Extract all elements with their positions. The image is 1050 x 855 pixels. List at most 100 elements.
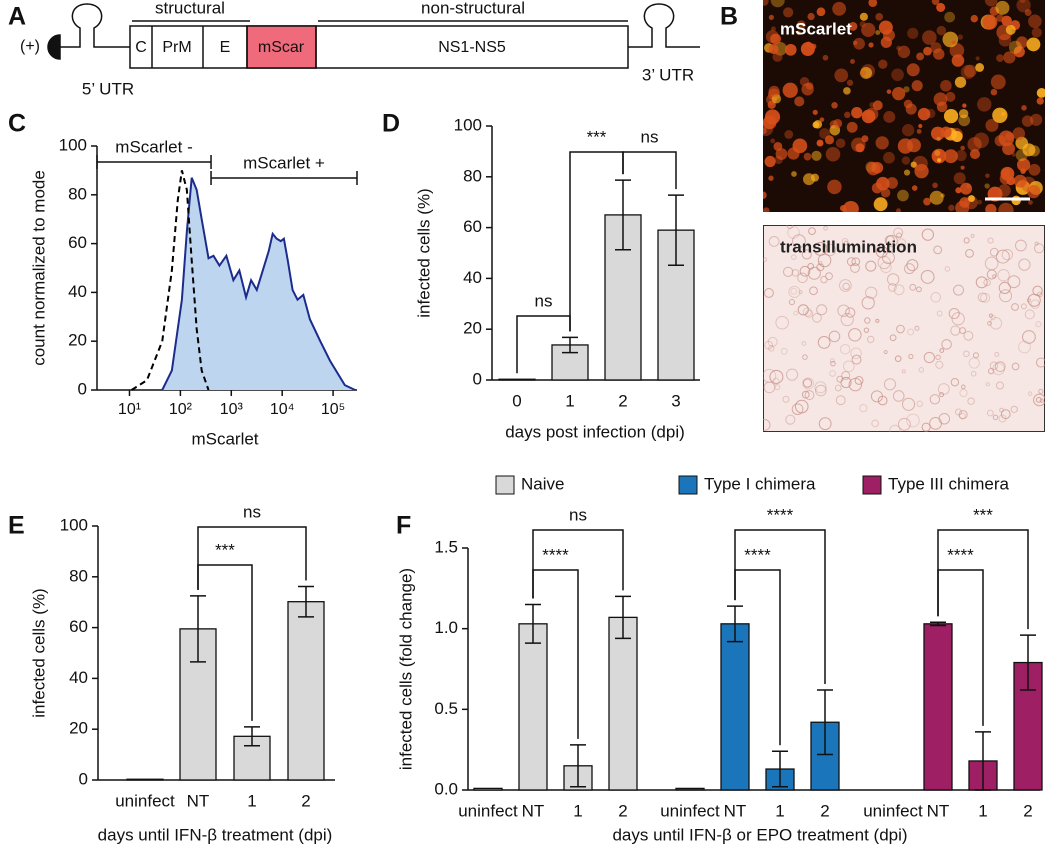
cell: [794, 96, 805, 107]
cell: [986, 269, 997, 280]
cell: [960, 165, 965, 170]
x-tick-label: 1: [247, 791, 256, 810]
cell: [768, 44, 779, 55]
x-tick-label: 2: [618, 391, 627, 410]
cell: [1026, 184, 1041, 199]
cell: [907, 27, 919, 39]
cell: [992, 274, 997, 279]
cell: [854, 376, 864, 385]
cell: [861, 296, 875, 310]
cell: [875, 13, 884, 21]
cell: [1028, 200, 1033, 205]
cell: [918, 123, 923, 129]
error-bar: [244, 726, 260, 747]
cell: [963, 350, 970, 358]
cell: [1011, 303, 1019, 311]
y-tick-label: 0: [473, 369, 482, 388]
cell: [839, 343, 851, 355]
x-tick-label: uninfect: [115, 791, 175, 810]
cell: [998, 281, 1011, 294]
panel-label: F: [396, 512, 411, 540]
cell: [769, 369, 784, 384]
cell: [948, 307, 960, 320]
cell: [875, 30, 881, 36]
cell: [894, 355, 902, 363]
cell: [951, 40, 956, 45]
cell: [843, 240, 849, 246]
cell: [812, 109, 818, 115]
utr3: 3’ UTR: [642, 65, 694, 84]
significance-bracket: [734, 529, 826, 684]
cell: [853, 37, 865, 50]
cell: [802, 307, 813, 317]
bar: [675, 787, 705, 791]
cell: [843, 360, 855, 373]
significance-label: ns: [535, 291, 553, 310]
cell: [863, 327, 870, 333]
cell: [931, 148, 947, 164]
cell: [840, 312, 854, 327]
x-tick-label: 1: [573, 801, 582, 820]
micrograph-label: transillumination: [780, 237, 917, 256]
cell: [911, 185, 918, 191]
bar: [498, 378, 536, 381]
cell: [1019, 0, 1026, 4]
error-bar: [772, 750, 788, 788]
cell: [846, 121, 858, 133]
y-tick-label: 0: [79, 769, 88, 788]
cell: [889, 334, 897, 342]
cell: [827, 179, 842, 195]
panel-label: A: [8, 3, 26, 31]
cell: [851, 354, 862, 365]
cell: [963, 64, 977, 78]
cell: [811, 150, 822, 161]
cell: [1037, 291, 1043, 298]
cell: [868, 0, 878, 7]
panel-label: D: [382, 110, 400, 138]
cell: [772, 51, 783, 62]
cell: [1014, 239, 1027, 252]
cell: [931, 0, 940, 6]
cell: [995, 0, 1010, 15]
bar: [287, 601, 325, 781]
error-bar: [525, 603, 541, 644]
cell: [944, 266, 951, 272]
area-line: [161, 177, 356, 391]
cell: [805, 309, 814, 318]
cell: [989, 361, 999, 371]
y-tick-label: 60: [463, 217, 482, 236]
cell: [802, 354, 808, 360]
cell: [1017, 158, 1031, 172]
cell: [823, 225, 828, 231]
cell: [767, 100, 776, 109]
cell: [999, 407, 1004, 413]
cell: [851, 257, 861, 266]
cell: [962, 103, 967, 108]
error-bar: [1020, 634, 1036, 691]
x-tick-label: NT: [724, 801, 747, 820]
cell: [1026, 37, 1041, 52]
cell: [1022, 143, 1036, 157]
cell: [822, 54, 829, 61]
cell: [1035, 357, 1045, 368]
cell: [807, 12, 815, 21]
cell: [784, 130, 794, 139]
segment-label: PrM: [162, 39, 191, 56]
cell: [935, 360, 944, 369]
error-bar: [668, 194, 684, 266]
cell: [998, 184, 1011, 197]
cell: [883, 151, 895, 164]
cell: [1020, 303, 1027, 310]
cell: [975, 63, 985, 72]
significance-label: ***: [973, 505, 993, 524]
cell: [921, 228, 935, 241]
cell: [832, 1, 847, 16]
significance-bracket: [197, 526, 307, 590]
cell: [855, 143, 865, 153]
cell: [798, 290, 803, 295]
x-tick-label: 2: [1023, 801, 1032, 820]
x-tick-label: 10⁵: [321, 401, 345, 418]
cell: [936, 101, 948, 113]
cell: [997, 268, 1010, 282]
cell: [763, 288, 774, 298]
